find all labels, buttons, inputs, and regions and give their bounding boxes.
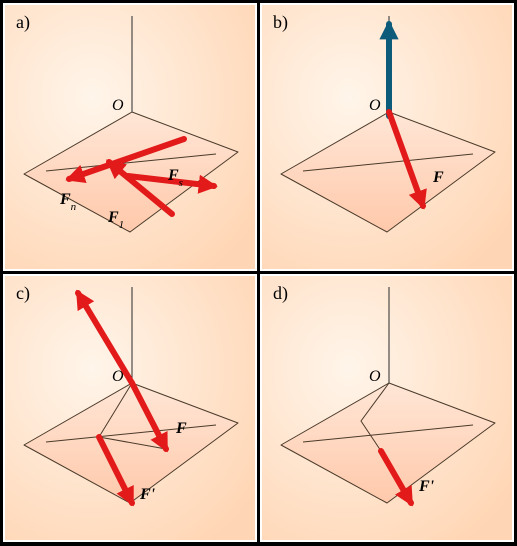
force-label: F'	[139, 486, 156, 503]
origin-label: O	[369, 368, 381, 385]
panel-a: a)OFnF1Fs	[4, 4, 256, 270]
force-label: F	[432, 169, 444, 186]
panel-label: a)	[16, 12, 30, 33]
origin-label: O	[369, 97, 381, 114]
force-label: F	[175, 420, 187, 437]
origin-label: O	[112, 97, 124, 114]
force-label: F'	[418, 478, 435, 495]
panel-label: d)	[273, 283, 288, 304]
panel-label: b)	[273, 12, 288, 33]
panel-c: c)OFF'	[4, 275, 256, 541]
panel-d: d) O F'	[261, 275, 513, 541]
panel-label: c)	[16, 283, 30, 304]
panel-b: b) O F	[261, 4, 513, 270]
